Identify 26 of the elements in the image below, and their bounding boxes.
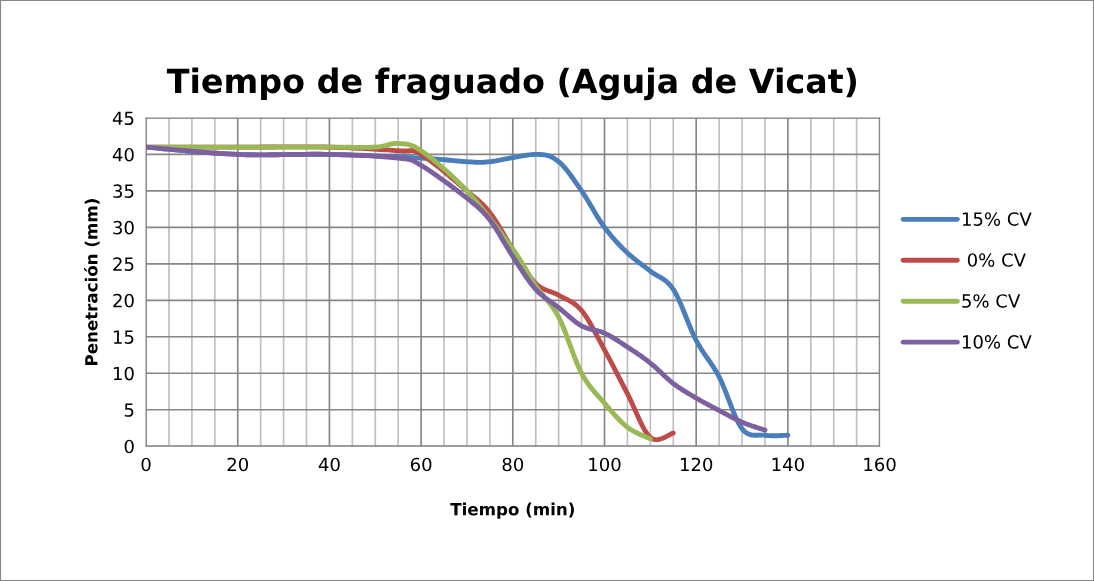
y-tick-label: 45 [112, 111, 134, 126]
chart-title: Tiempo de fraguado (Aguja de Vicat) [166, 67, 856, 101]
legend-label: 0% CV [967, 253, 1026, 267]
x-tick-label: 100 [589, 457, 621, 472]
x-tick-label: 20 [227, 457, 249, 472]
legend-label: 15% CV [962, 212, 1032, 226]
x-tick-label: 160 [864, 457, 896, 472]
x-tick-label: 140 [772, 457, 804, 472]
x-tick-label: 60 [410, 457, 432, 472]
x-axis-title: Tiempo (min) [450, 502, 574, 519]
legend-label: 10% CV [962, 335, 1032, 349]
y-tick-label: 40 [112, 147, 134, 162]
y-tick-label: 5 [124, 403, 134, 417]
y-tick-label: 30 [113, 220, 134, 235]
y-tick-label: 15 [113, 330, 134, 344]
y-tick-label: 35 [113, 184, 134, 199]
x-tick-label: 40 [318, 457, 340, 472]
y-tick-label: 25 [113, 257, 134, 271]
y-tick-label: 10 [113, 366, 134, 381]
y-axis-title: Penetración (mm) [84, 199, 100, 365]
x-tick-label: 0 [141, 457, 151, 472]
legend-label: 5% CV [962, 294, 1021, 308]
y-tick-label: 20 [113, 293, 134, 308]
x-tick-label: 120 [680, 457, 713, 472]
x-tick-label: 80 [502, 457, 524, 472]
y-tick-label: 0 [124, 439, 134, 454]
